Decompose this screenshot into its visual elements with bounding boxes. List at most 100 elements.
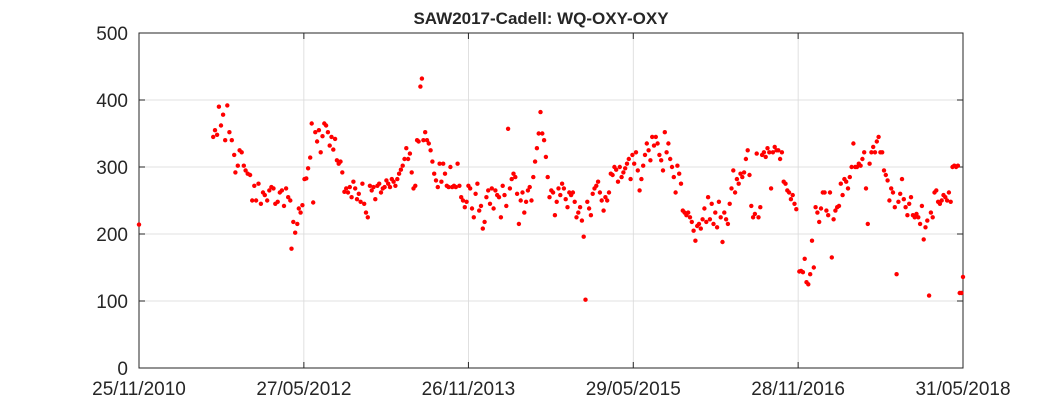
data-point [605,198,610,203]
data-point [783,181,788,186]
grid-lines [139,33,963,368]
data-point [362,201,367,206]
data-point [732,190,738,195]
x-tick-label: 29/05/2015 [586,379,681,400]
data-point [223,138,228,143]
data-point [871,144,876,150]
data-point [621,170,626,175]
data-point [648,158,653,163]
data-point [662,130,667,135]
data-point [707,217,713,222]
data-point [523,199,529,204]
data-point [657,152,662,158]
data-point [881,168,887,173]
data-point [386,181,391,186]
data-point [484,195,489,200]
data-point [641,163,646,168]
data-point [740,174,745,180]
data-point [750,215,756,220]
data-point [552,213,558,218]
data-point [365,215,370,220]
data-point [847,174,852,180]
data-point [340,170,345,175]
data-point [704,219,709,225]
data-point [673,190,678,195]
data-point [887,198,892,203]
data-point [581,234,586,239]
data-point [502,192,507,198]
data-point [235,163,240,168]
data-point [650,134,655,140]
chart-title: SAW2017-Cadell: WQ-OXY-OXY [413,9,669,28]
data-point [743,156,749,162]
data-point [815,210,820,215]
data-point [858,163,863,168]
data-point [367,183,373,188]
data-point [720,239,725,245]
data-point [660,168,666,173]
data-point [496,195,502,200]
data-point [354,197,360,202]
data-point [925,218,930,223]
data-point [574,215,579,220]
data-point [344,186,349,191]
data-point [772,144,777,150]
data-point [382,184,387,190]
data-point [729,186,734,191]
data-point [833,208,838,213]
data-point [286,195,291,200]
data-point [908,195,914,200]
data-point [585,199,590,204]
data-point [300,203,305,208]
data-point [511,171,516,176]
data-point [955,163,961,168]
data-point [711,221,716,227]
data-point [792,201,797,206]
data-point [413,183,418,188]
data-point [844,179,849,184]
data-point [378,190,384,195]
data-point [407,151,413,156]
data-point [540,131,545,136]
data-point [601,208,606,213]
data-point [538,109,543,115]
data-point [800,270,806,275]
data-point [323,123,329,128]
data-point [865,221,870,227]
data-point [669,164,675,170]
data-point [442,171,448,176]
data-point [907,201,912,206]
data-point [765,146,770,151]
data-point [892,205,897,210]
data-point [329,134,334,140]
data-point [914,211,919,217]
data-point [218,123,224,128]
data-point [637,188,642,193]
data-point [590,191,595,196]
data-point [547,195,552,200]
data-point [959,290,964,296]
data-point [623,166,628,171]
data-point [817,219,822,225]
data-point [309,121,314,126]
data-point [813,205,818,210]
data-point [396,171,402,176]
data-point [872,150,878,155]
data-point [698,226,703,231]
data-point [770,150,776,155]
data-point [487,201,493,206]
data-point [854,164,860,170]
data-point [275,199,280,204]
data-point [849,164,854,170]
data-point [464,199,469,204]
data-point [599,198,604,203]
data-point [896,199,901,204]
data-point [659,158,664,163]
data-point [418,84,423,89]
data-point [586,206,592,211]
data-point [700,217,705,222]
data-point [536,131,541,136]
data-point [430,159,435,164]
data-point [874,139,879,144]
data-point [293,230,298,235]
